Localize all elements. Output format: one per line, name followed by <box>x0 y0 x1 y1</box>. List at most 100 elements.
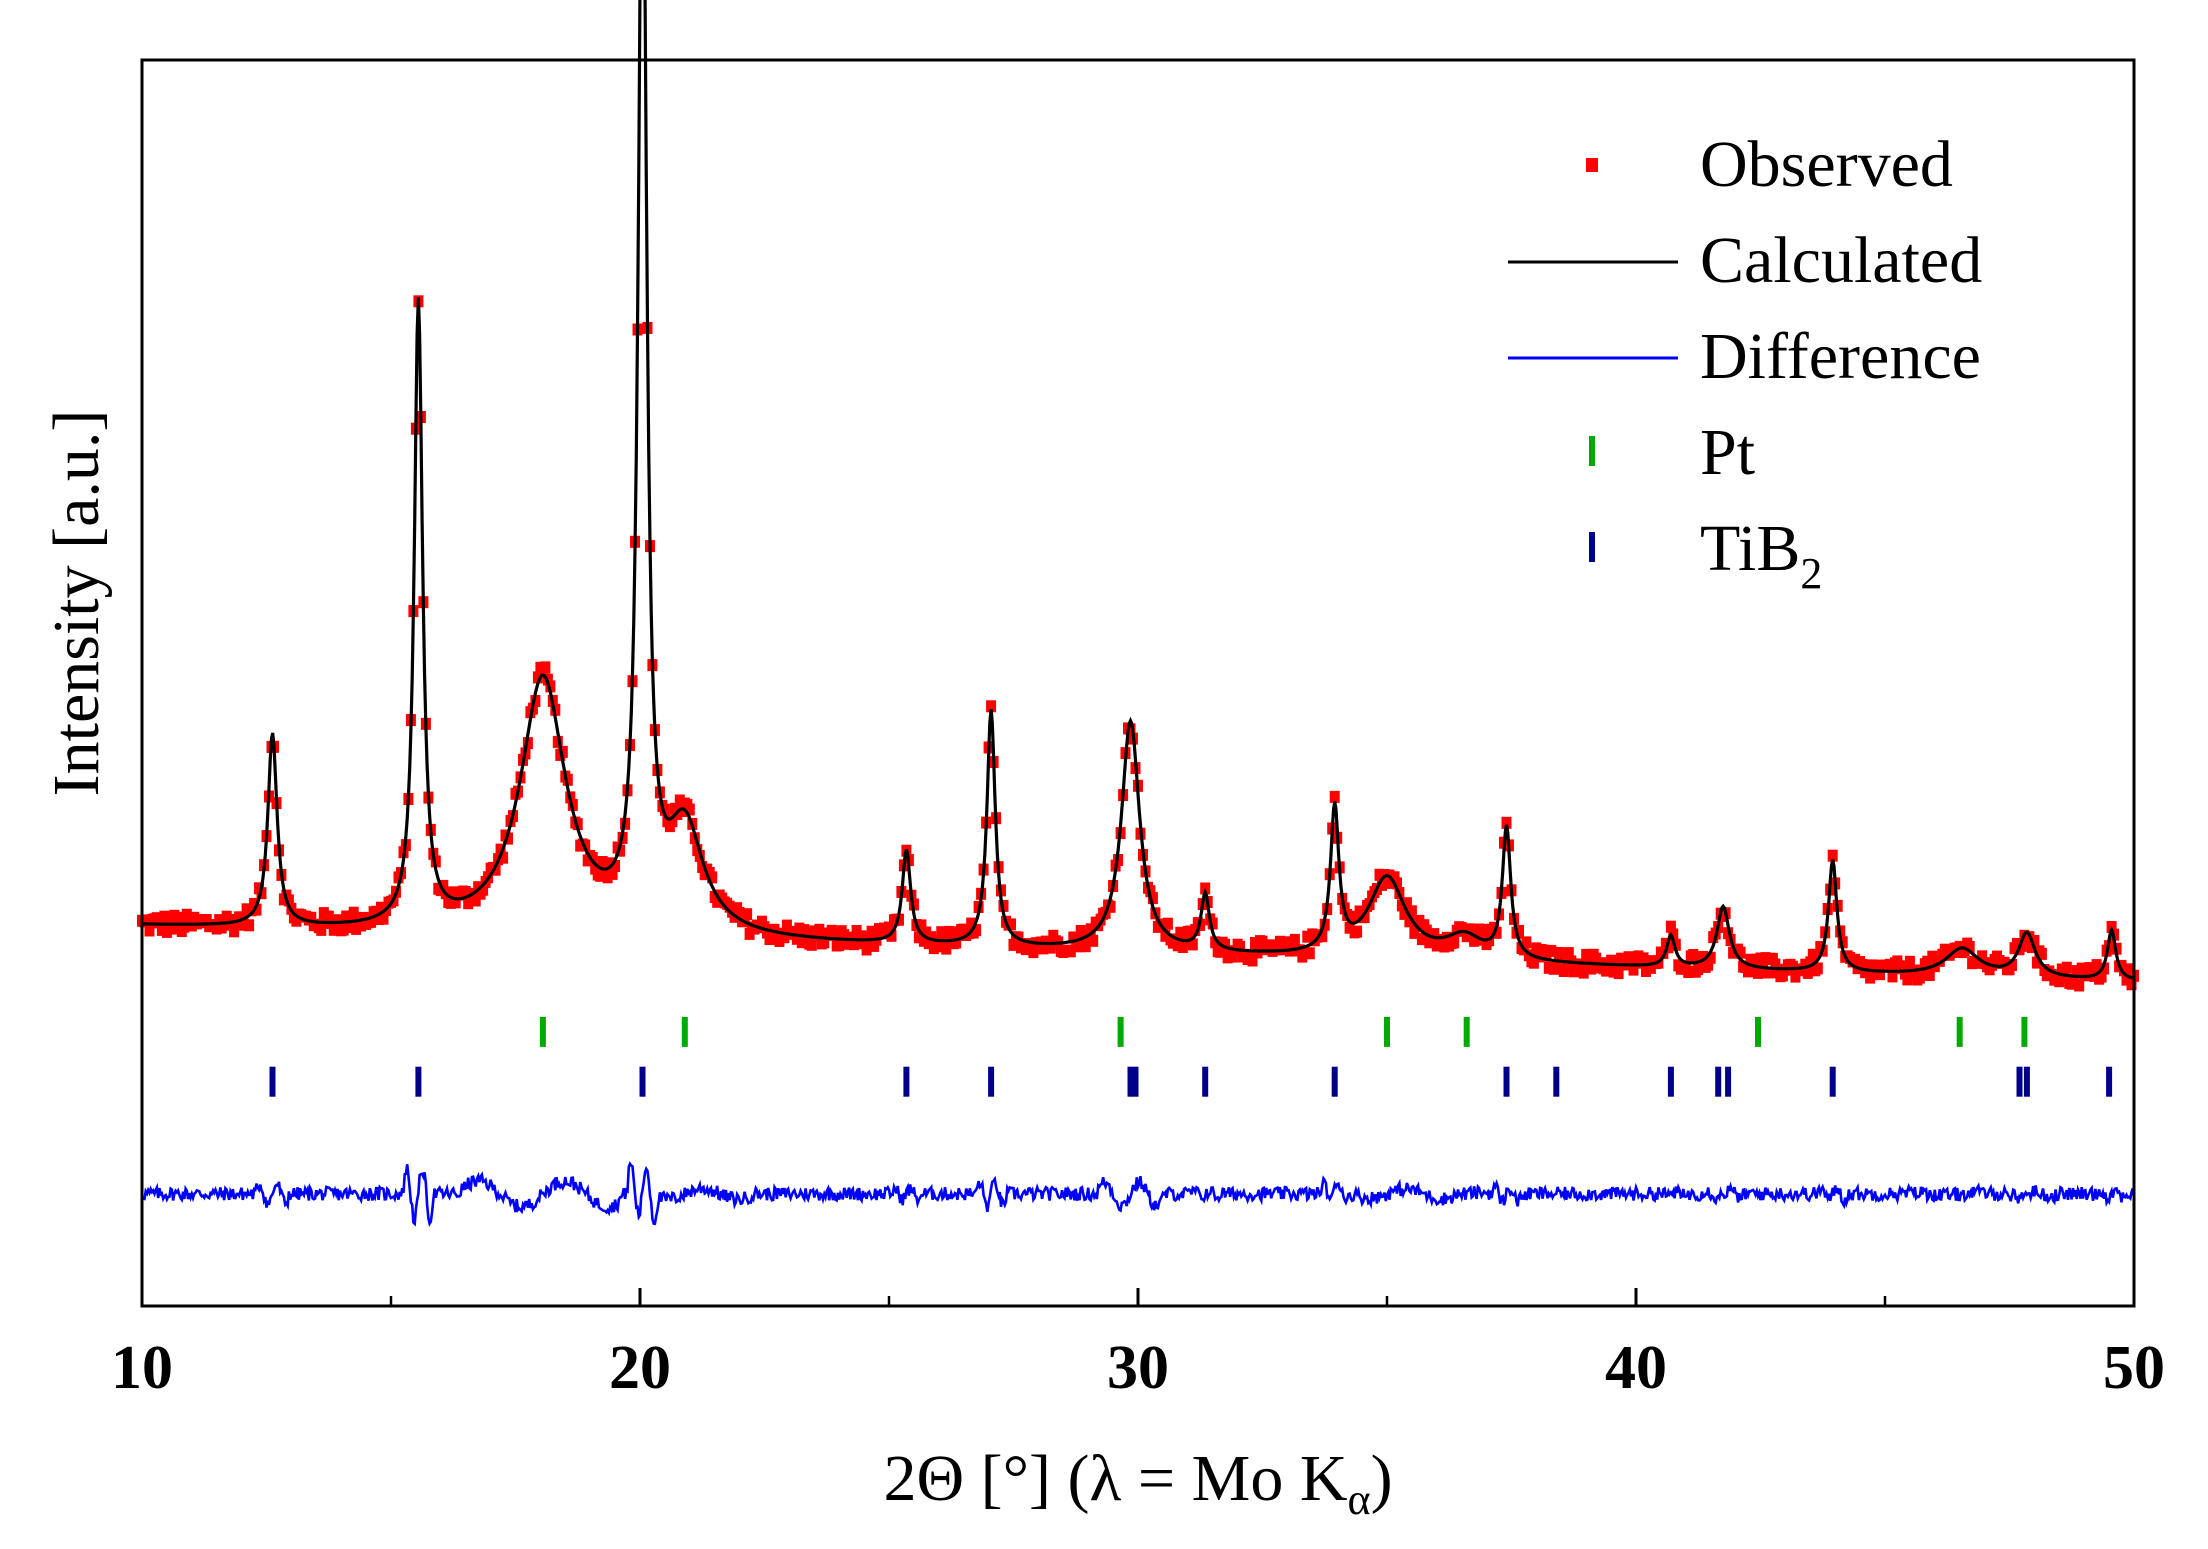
observed-point <box>490 863 501 876</box>
observed-point <box>742 908 753 921</box>
observed-point <box>834 939 845 952</box>
observed-point <box>2124 963 2134 976</box>
pt-reflection-ticks <box>539 1016 2028 1047</box>
observed-point <box>707 871 718 884</box>
observed-point <box>1999 956 2010 969</box>
observed-point <box>946 928 957 941</box>
observed-point <box>806 938 817 951</box>
observed-point <box>1088 934 1099 947</box>
observed-point <box>450 896 461 909</box>
legend-symbol-observed <box>1586 158 1598 172</box>
observed-point <box>306 911 317 924</box>
observed-point <box>1317 930 1328 943</box>
observed-point <box>1705 951 1716 964</box>
observed-point <box>1006 918 1016 931</box>
observed-point <box>1008 938 1019 951</box>
observed-point <box>734 907 745 919</box>
tib2-tick <box>2023 1066 2030 1097</box>
observed-point <box>1449 936 1460 949</box>
observed-point <box>941 942 952 955</box>
difference-line <box>140 1161 2136 1228</box>
x-axis-label-close: ) <box>1371 1442 1393 1515</box>
calculated-series <box>142 0 2135 980</box>
observed-point <box>348 906 359 919</box>
observed-point <box>1770 958 1781 971</box>
observed-point <box>1628 963 1639 976</box>
observed-point <box>1399 907 1410 920</box>
observed-point <box>323 910 334 923</box>
observed-point <box>1207 917 1218 930</box>
observed-point <box>2016 939 2027 952</box>
observed-point <box>438 879 449 892</box>
legend-label: Calculated <box>1700 224 1982 297</box>
observed-point <box>1028 946 1039 959</box>
observed-point <box>1501 816 1512 829</box>
observed-point <box>1924 969 1935 981</box>
observed-point <box>283 894 294 907</box>
observed-point <box>1904 955 1915 968</box>
observed-point <box>971 924 982 937</box>
observed-point <box>1827 849 1838 862</box>
observed-point <box>597 856 608 868</box>
observed-point <box>1065 945 1076 958</box>
observed-point <box>986 700 997 713</box>
observed-point <box>1175 926 1186 939</box>
observed-point <box>1070 932 1081 945</box>
observed-point <box>1551 961 1562 974</box>
observed-point <box>498 851 509 864</box>
observed-point <box>866 925 877 938</box>
observed-point <box>1429 928 1440 941</box>
observed-point <box>781 919 792 932</box>
observed-point <box>244 919 255 932</box>
legend-label-main: Calculated <box>1700 224 1982 297</box>
observed-point <box>801 927 812 940</box>
observed-point <box>1812 962 1823 975</box>
observed-point <box>1546 944 1557 957</box>
observed-point <box>1406 905 1417 918</box>
tib2-tick <box>269 1066 276 1097</box>
observed-point <box>1329 790 1340 803</box>
observed-point <box>1528 956 1539 969</box>
observed-point <box>144 924 155 937</box>
pt-tick <box>539 1016 546 1047</box>
pt-tick <box>681 1016 688 1047</box>
observed-point <box>1421 924 1432 937</box>
observed-point <box>2076 962 2087 975</box>
observed-point <box>229 925 240 938</box>
observed-point <box>2029 935 2040 947</box>
observed-point <box>1698 950 1709 963</box>
tib2-tick <box>2106 1066 2113 1097</box>
observed-point <box>1401 897 1412 910</box>
observed-point <box>1837 936 1848 949</box>
observed-point <box>796 936 807 949</box>
observed-point <box>1668 928 1679 941</box>
tib2-tick <box>903 1066 910 1097</box>
observed-point <box>1964 941 1975 953</box>
observed-point <box>1125 723 1136 736</box>
observed-point <box>1073 940 1084 953</box>
legend-label-main: Difference <box>1700 320 1981 393</box>
observed-point <box>460 886 471 898</box>
observed-point <box>1613 967 1624 980</box>
y-axis-label: Intensity [a.u.] <box>40 410 113 797</box>
legend-label-main: Pt <box>1700 416 1755 489</box>
observed-point <box>1763 966 1773 979</box>
x-tick-label: 20 <box>609 1334 671 1402</box>
observed-point <box>1247 954 1258 967</box>
observed-point <box>251 903 262 916</box>
tib2-tick <box>415 1066 422 1097</box>
observed-point <box>2061 961 2072 974</box>
observed-point <box>1215 945 1226 958</box>
observed-point <box>1289 933 1300 946</box>
observed-point <box>1187 938 1198 951</box>
observed-point <box>532 671 543 684</box>
pt-tick <box>1956 1016 1963 1047</box>
observed-point <box>684 803 695 816</box>
observed-point <box>1683 966 1694 978</box>
observed-point <box>2036 947 2047 960</box>
observed-point <box>1304 947 1315 960</box>
observed-point <box>2074 979 2085 992</box>
x-tick-label: 10 <box>111 1334 173 1402</box>
